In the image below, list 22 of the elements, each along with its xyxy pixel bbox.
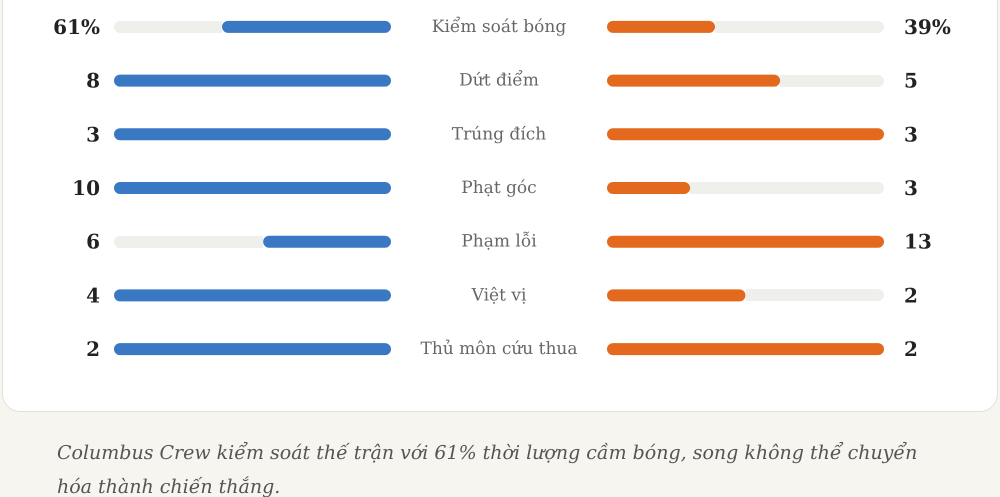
data-label: 2 <box>904 283 918 308</box>
category-label: Thủ môn cứu thua <box>420 339 578 360</box>
data-label: 5 <box>904 68 918 93</box>
data-label: 2 <box>904 337 918 362</box>
category-label: Kiểm soát bóng <box>432 16 566 37</box>
category-label: Phạm lỗi <box>461 232 538 252</box>
data-label: 13 <box>904 230 932 254</box>
text: Columbus Crew kiểm soát thế trận với 61% thời lượng cầm bóng, song không thể chuyển hóa thành chiến thắng. <box>57 440 918 497</box>
data-label: 3 <box>904 122 918 146</box>
data-label: 61% <box>53 14 100 39</box>
data-label: 2 <box>86 337 100 362</box>
data-label: 39% <box>904 14 951 39</box>
category-label: Dứt điểm <box>459 70 539 91</box>
data-label: 3 <box>86 122 100 146</box>
data-label: 4 <box>86 283 100 308</box>
category-label: Phạt góc <box>461 178 537 198</box>
data-label: 6 <box>86 230 100 254</box>
data-label: 10 <box>72 176 100 200</box>
data-label: 8 <box>86 68 100 93</box>
category-label: Trúng đích <box>452 124 546 144</box>
category-label: Việt vị <box>470 285 527 306</box>
data-label: 3 <box>904 176 918 200</box>
